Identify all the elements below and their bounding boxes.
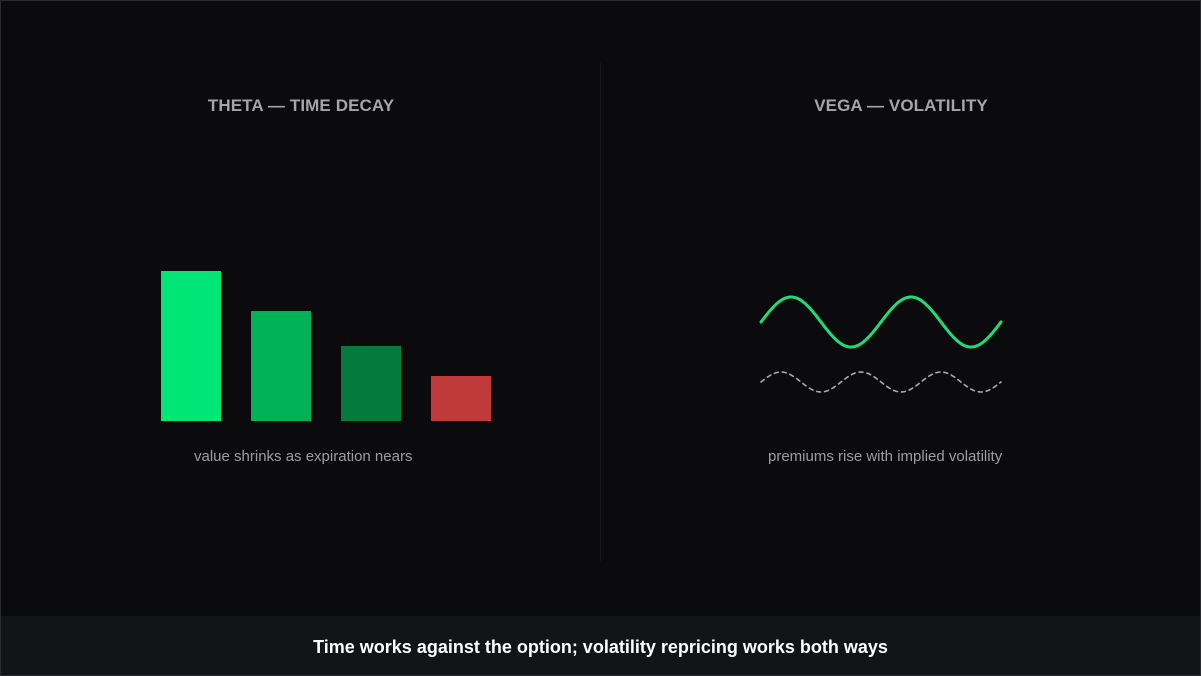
footer-text: Time works against the option; volatilit… — [313, 637, 888, 657]
theta-bar-2 — [251, 311, 311, 421]
vega-panel: VEGA — VOLATILITY premiums rise with imp… — [601, 1, 1200, 616]
vega-wave-solid — [759, 295, 1003, 349]
footer-banner: Time works against the option; volatilit… — [1, 616, 1200, 675]
theta-bar-1 — [161, 271, 221, 421]
panel-divider — [600, 63, 601, 561]
theta-caption: value shrinks as expiration nears — [194, 448, 413, 465]
theta-bar-3 — [341, 346, 401, 421]
vega-title: VEGA — VOLATILITY — [814, 96, 988, 115]
vega-wave-dashed — [760, 371, 1002, 393]
theta-bar-4 — [431, 376, 491, 421]
theta-title: THETA — TIME DECAY — [207, 96, 395, 115]
theta-panel: THETA — TIME DECAY value shrinks as expi… — [1, 1, 601, 616]
vega-caption: premiums rise with implied volatility — [768, 448, 1003, 465]
vega-wave-diagram — [759, 295, 1003, 393]
